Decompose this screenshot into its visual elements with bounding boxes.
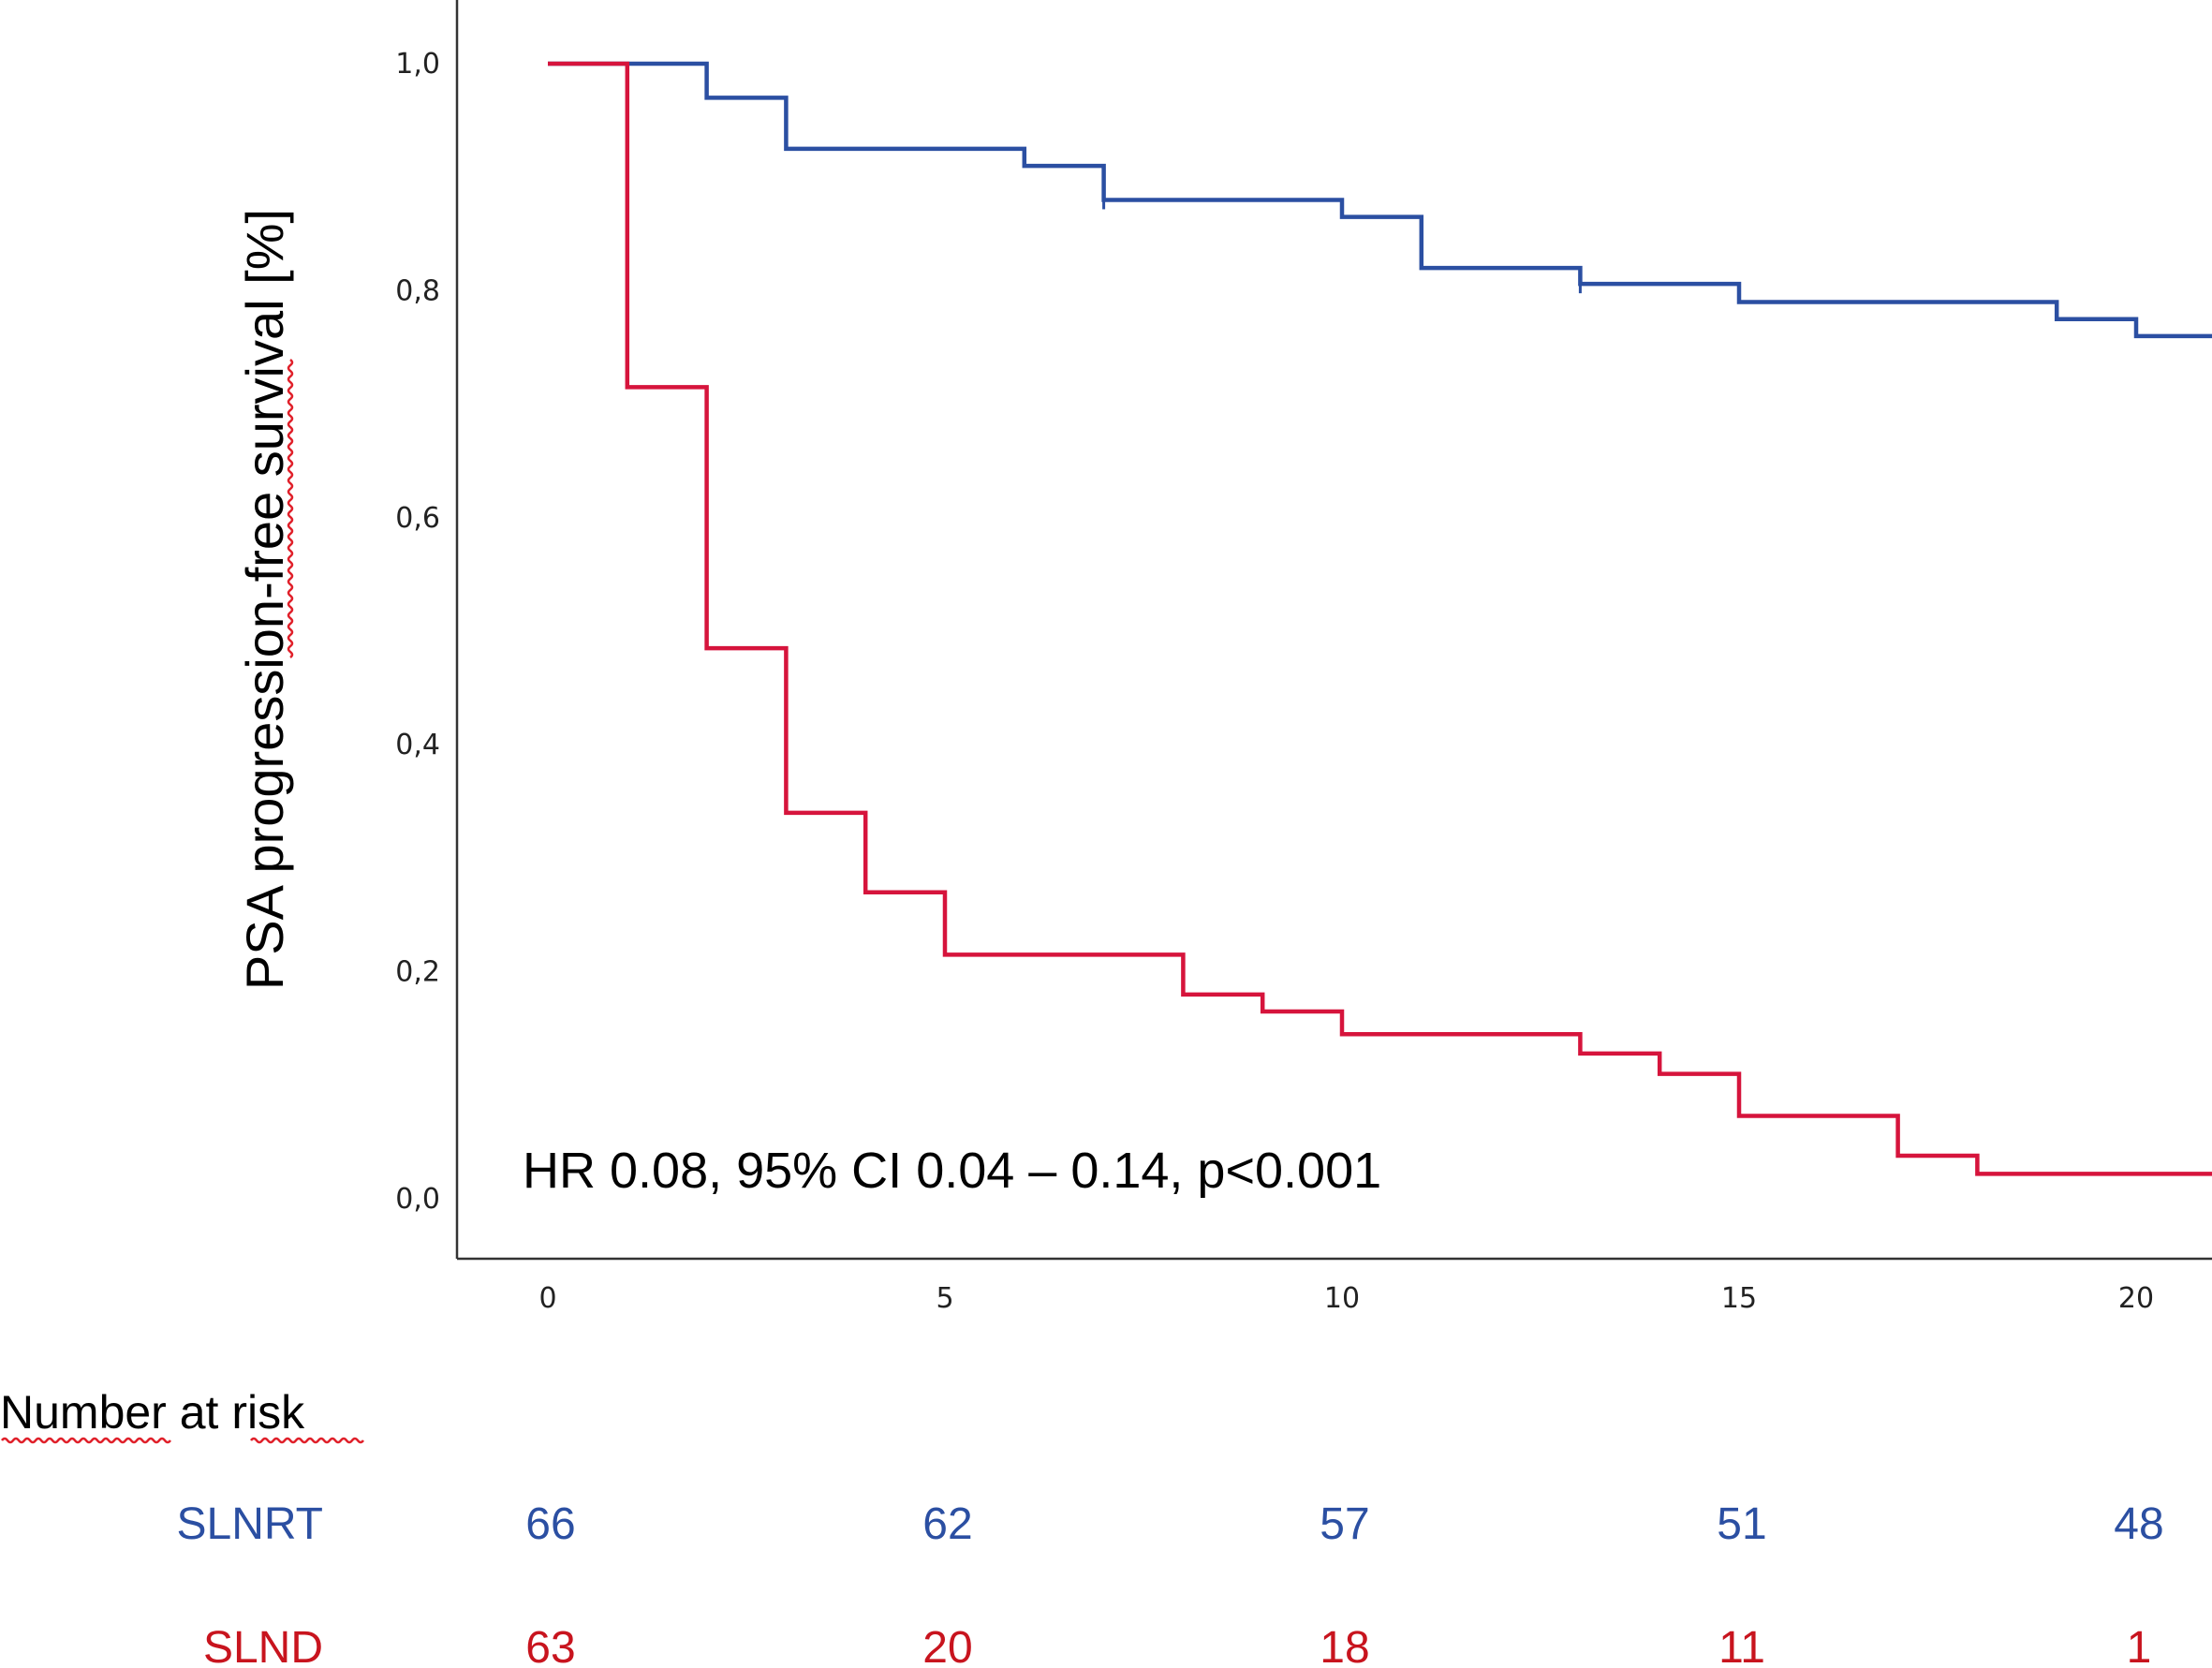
- x-tick-label: 15: [1721, 1282, 1757, 1315]
- x-tick-label: 5: [936, 1282, 953, 1315]
- x-tick-labels: 0 5 10 15 20: [538, 1282, 2154, 1315]
- spellcheck-underline-icon: [287, 359, 294, 658]
- y-tick-label: 1,0: [395, 48, 440, 81]
- risk-value: 57: [1320, 1499, 1369, 1549]
- survival-curve-slnd: [548, 61, 2212, 1176]
- survival-curves: [548, 61, 2212, 1176]
- risk-table-title: Number at risk: [0, 1386, 305, 1439]
- x-tick-label: 10: [1324, 1282, 1360, 1315]
- y-tick-label: 0,0: [395, 1183, 440, 1216]
- risk-value: 63: [525, 1623, 575, 1668]
- risk-row-label: SLNRT: [177, 1499, 324, 1549]
- survival-curve-slnrt: [548, 61, 2212, 339]
- y-tick-label: 0,4: [395, 729, 440, 761]
- risk-value: 66: [525, 1499, 575, 1549]
- x-axis: 0 5 10 15 20: [457, 1257, 2212, 1315]
- hazard-ratio-annotation: HR 0.08, 95% CI 0.04 – 0.14, p<0.001: [523, 1143, 1381, 1199]
- y-tick-label: 0,6: [395, 502, 440, 535]
- risk-value: 11: [1718, 1623, 1765, 1668]
- y-tick-labels: 0,0 0,2 0,4 0,6 0,8 1,0: [395, 48, 440, 1216]
- risk-row-label: SLND: [203, 1623, 323, 1668]
- spellcheck-underline-icon: [1, 1437, 364, 1444]
- x-tick-label: 0: [538, 1282, 556, 1315]
- risk-value: 1: [2127, 1623, 2152, 1668]
- x-tick-label: 20: [2118, 1282, 2154, 1315]
- risk-value: 51: [1717, 1499, 1766, 1549]
- risk-value: 18: [1320, 1623, 1369, 1668]
- risk-value: 48: [2114, 1499, 2163, 1549]
- y-axis-label: PSA progression-free survival [%]: [235, 209, 294, 990]
- y-tick-label: 0,8: [395, 274, 440, 307]
- risk-value: 20: [922, 1623, 972, 1668]
- risk-value: 62: [922, 1499, 972, 1549]
- y-axis: 0,0 0,2 0,4 0,6 0,8 1,0: [395, 0, 459, 1259]
- y-tick-label: 0,2: [395, 956, 440, 989]
